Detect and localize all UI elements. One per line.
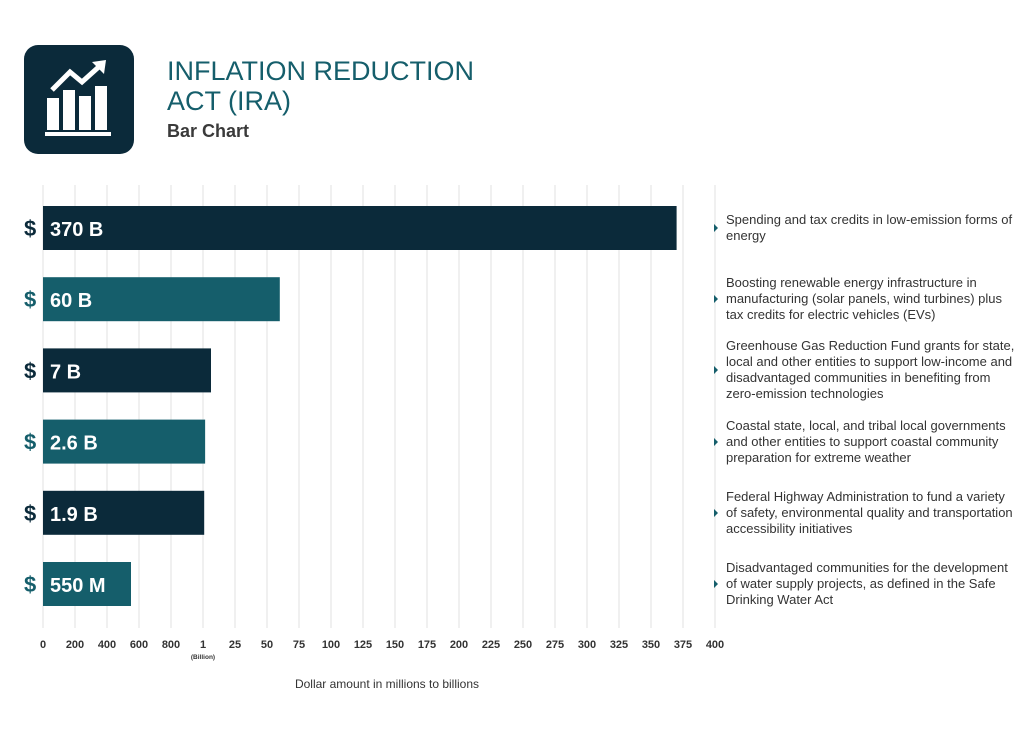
currency-symbol: $ — [24, 216, 36, 241]
x-tick-label: 50 — [261, 639, 273, 651]
bullet-arrow — [714, 508, 718, 517]
x-tick-label: 125 — [354, 639, 372, 651]
x-tick-label: 200 — [450, 639, 468, 651]
value-label: 60 B — [50, 290, 92, 312]
subtitle: Bar Chart — [167, 121, 250, 141]
value-label: 2.6 B — [50, 433, 98, 455]
description: Spending and tax credits in low-emission… — [726, 212, 1013, 243]
value-label: 1.9 B — [50, 504, 98, 526]
x-tick-label: 325 — [610, 639, 628, 651]
x-tick-label: 75 — [293, 639, 305, 651]
bar — [43, 277, 280, 322]
x-tick-label: 275 — [546, 639, 564, 651]
currency-symbol: $ — [24, 430, 36, 455]
description: Coastal state, local, and tribal local g… — [726, 417, 1006, 465]
description: Federal Highway Administration to fund a… — [726, 488, 1013, 536]
description: Disadvantaged communities for the develo… — [726, 560, 1008, 607]
icon — [24, 45, 134, 154]
x-tick-label: 175 — [418, 639, 436, 651]
x-tick-label: 225 — [482, 639, 500, 651]
bar — [43, 419, 206, 464]
x-tick-label: 250 — [514, 639, 532, 651]
bullet-arrow — [714, 437, 718, 446]
title: INFLATION REDUCTION ACT (IRA) — [167, 56, 475, 116]
bar — [43, 562, 131, 606]
x-tick-note: (Billion) — [191, 654, 215, 661]
x-axis-label: Dollar amount in millions to billions — [295, 677, 479, 691]
x-tick-label: 300 — [578, 639, 596, 651]
bullet-arrow — [714, 295, 718, 304]
bullet-arrow — [714, 224, 718, 232]
bar — [43, 206, 677, 250]
x-tick-label: 100 — [322, 639, 340, 651]
description: Boosting renewable energy infrastructure… — [726, 275, 1003, 323]
bar — [43, 490, 205, 535]
x-tick-label: 400 — [706, 639, 724, 651]
x-tick-label: 350 — [642, 639, 660, 651]
x-tick-label: 25 — [229, 639, 241, 651]
currency-symbol: $ — [24, 358, 36, 383]
x-tick-label: 150 — [386, 639, 404, 651]
x-tick-label: 800 — [162, 639, 180, 651]
bullet-arrow — [714, 366, 718, 375]
bar — [43, 348, 211, 393]
value-label: 370 B — [50, 219, 103, 241]
bullet-arrow — [714, 580, 718, 588]
x-tick-label: 400 — [98, 639, 116, 651]
x-tick-label: 0 — [40, 639, 46, 651]
currency-symbol: $ — [24, 572, 36, 597]
currency-symbol: $ — [24, 287, 36, 312]
x-tick-label: 200 — [66, 639, 84, 651]
value-label: 550 M — [50, 575, 106, 597]
x-tick-label: 375 — [674, 639, 692, 651]
x-tick-label: 1 — [200, 639, 206, 651]
description: Greenhouse Gas Reduction Fund grants for… — [726, 338, 1015, 402]
x-tick-label: 600 — [130, 639, 148, 651]
value-label: 7 B — [50, 361, 81, 383]
currency-symbol: $ — [24, 501, 36, 526]
